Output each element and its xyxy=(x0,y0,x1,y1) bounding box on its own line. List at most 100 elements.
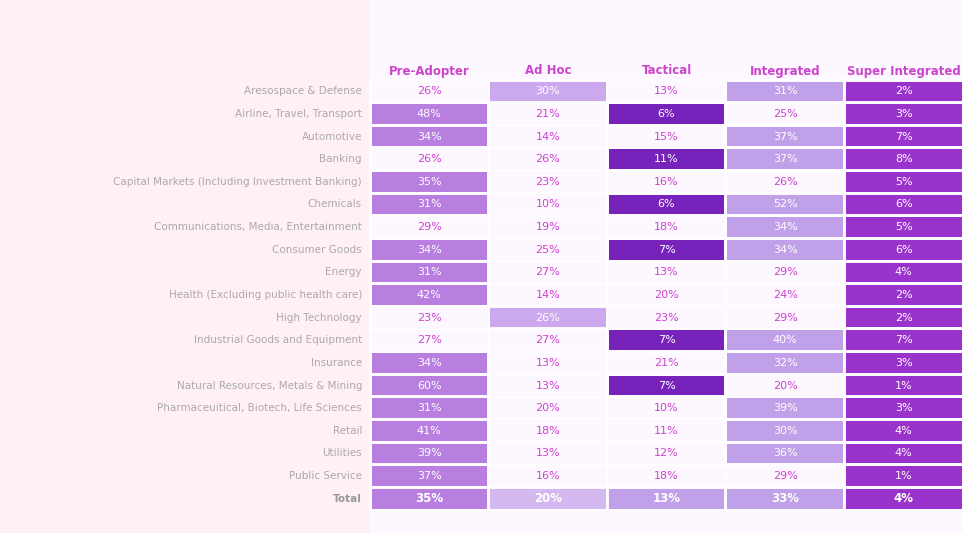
Bar xyxy=(372,195,487,214)
Text: 7%: 7% xyxy=(658,335,675,345)
Text: 27%: 27% xyxy=(535,335,560,345)
Bar xyxy=(846,149,961,169)
Bar xyxy=(372,285,487,305)
Text: 1%: 1% xyxy=(895,471,913,481)
Text: 1%: 1% xyxy=(895,381,913,391)
Text: 18%: 18% xyxy=(654,222,679,232)
Text: 26%: 26% xyxy=(772,177,797,187)
Text: 29%: 29% xyxy=(772,471,797,481)
Text: 6%: 6% xyxy=(658,109,675,119)
Text: Natural Resources, Metals & Mining: Natural Resources, Metals & Mining xyxy=(176,381,362,391)
Text: 16%: 16% xyxy=(535,471,560,481)
Text: 34%: 34% xyxy=(772,222,797,232)
Bar xyxy=(727,398,843,418)
Text: 13%: 13% xyxy=(535,448,560,458)
Bar xyxy=(372,353,487,373)
Text: 27%: 27% xyxy=(417,335,442,345)
Text: 32%: 32% xyxy=(772,358,797,368)
Text: Health (Excluding public health care): Health (Excluding public health care) xyxy=(169,290,362,300)
Bar xyxy=(727,195,843,214)
Bar xyxy=(846,489,961,508)
Text: High Technology: High Technology xyxy=(276,313,362,322)
Text: Ad Hoc: Ad Hoc xyxy=(525,64,571,77)
Text: 24%: 24% xyxy=(772,290,797,300)
Bar xyxy=(846,353,961,373)
Bar xyxy=(727,217,843,237)
Text: 40%: 40% xyxy=(772,335,797,345)
Text: 4%: 4% xyxy=(894,492,914,505)
Text: 34%: 34% xyxy=(417,358,442,368)
Text: 25%: 25% xyxy=(535,245,560,255)
Bar xyxy=(727,489,843,508)
Text: 6%: 6% xyxy=(895,245,913,255)
Text: 21%: 21% xyxy=(654,358,679,368)
Bar xyxy=(846,104,961,124)
Bar xyxy=(727,421,843,441)
Text: 5%: 5% xyxy=(895,177,913,187)
Bar xyxy=(846,443,961,463)
Text: 13%: 13% xyxy=(535,358,560,368)
Text: 35%: 35% xyxy=(417,177,442,187)
Bar xyxy=(846,421,961,441)
Text: Super Integrated: Super Integrated xyxy=(846,64,960,77)
Text: 20%: 20% xyxy=(535,403,560,413)
Text: 13%: 13% xyxy=(535,381,560,391)
Text: 13%: 13% xyxy=(654,86,679,96)
Text: 19%: 19% xyxy=(535,222,560,232)
Text: Public Service: Public Service xyxy=(289,471,362,481)
Text: 20%: 20% xyxy=(534,492,561,505)
Bar xyxy=(846,285,961,305)
Text: 2%: 2% xyxy=(895,290,913,300)
Text: 31%: 31% xyxy=(417,403,442,413)
Text: 13%: 13% xyxy=(654,268,679,277)
Bar xyxy=(727,353,843,373)
Text: 27%: 27% xyxy=(535,268,560,277)
Bar xyxy=(727,443,843,463)
Text: 18%: 18% xyxy=(654,471,679,481)
Bar xyxy=(609,489,724,508)
Text: 26%: 26% xyxy=(417,86,442,96)
Bar xyxy=(727,127,843,147)
Text: 21%: 21% xyxy=(535,109,560,119)
Text: 20%: 20% xyxy=(654,290,679,300)
Text: 8%: 8% xyxy=(895,154,913,164)
Bar xyxy=(846,240,961,260)
Text: Pharmaceuitical, Biotech, Life Sciences: Pharmaceuitical, Biotech, Life Sciences xyxy=(157,403,362,413)
Text: 6%: 6% xyxy=(895,199,913,209)
Text: 37%: 37% xyxy=(772,154,797,164)
Text: 33%: 33% xyxy=(771,492,799,505)
Text: 2%: 2% xyxy=(895,313,913,322)
Text: Tactical: Tactical xyxy=(641,64,691,77)
Text: 26%: 26% xyxy=(535,154,560,164)
Text: 11%: 11% xyxy=(654,426,679,436)
Bar xyxy=(609,330,724,350)
Bar xyxy=(727,240,843,260)
Text: Capital Markets (Including Investment Banking): Capital Markets (Including Investment Ba… xyxy=(114,177,362,187)
Bar xyxy=(372,489,487,508)
Text: Industrial Goods and Equipment: Industrial Goods and Equipment xyxy=(194,335,362,345)
Text: 23%: 23% xyxy=(535,177,560,187)
Bar xyxy=(372,127,487,147)
Text: 4%: 4% xyxy=(895,268,913,277)
Text: 12%: 12% xyxy=(654,448,679,458)
Text: Chemicals: Chemicals xyxy=(308,199,362,209)
Bar xyxy=(372,443,487,463)
Text: 20%: 20% xyxy=(772,381,797,391)
Text: 41%: 41% xyxy=(417,426,442,436)
Text: 29%: 29% xyxy=(772,268,797,277)
Bar xyxy=(846,308,961,327)
Bar xyxy=(846,466,961,486)
Text: 10%: 10% xyxy=(535,199,560,209)
Bar xyxy=(609,376,724,395)
Bar xyxy=(727,82,843,101)
Text: 52%: 52% xyxy=(772,199,797,209)
Text: 3%: 3% xyxy=(895,358,913,368)
Text: 25%: 25% xyxy=(772,109,797,119)
Bar xyxy=(846,82,961,101)
Text: 29%: 29% xyxy=(417,222,442,232)
Text: Consumer Goods: Consumer Goods xyxy=(273,245,362,255)
Text: 4%: 4% xyxy=(895,426,913,436)
Bar xyxy=(609,240,724,260)
Text: 15%: 15% xyxy=(654,132,679,142)
Text: 30%: 30% xyxy=(535,86,560,96)
